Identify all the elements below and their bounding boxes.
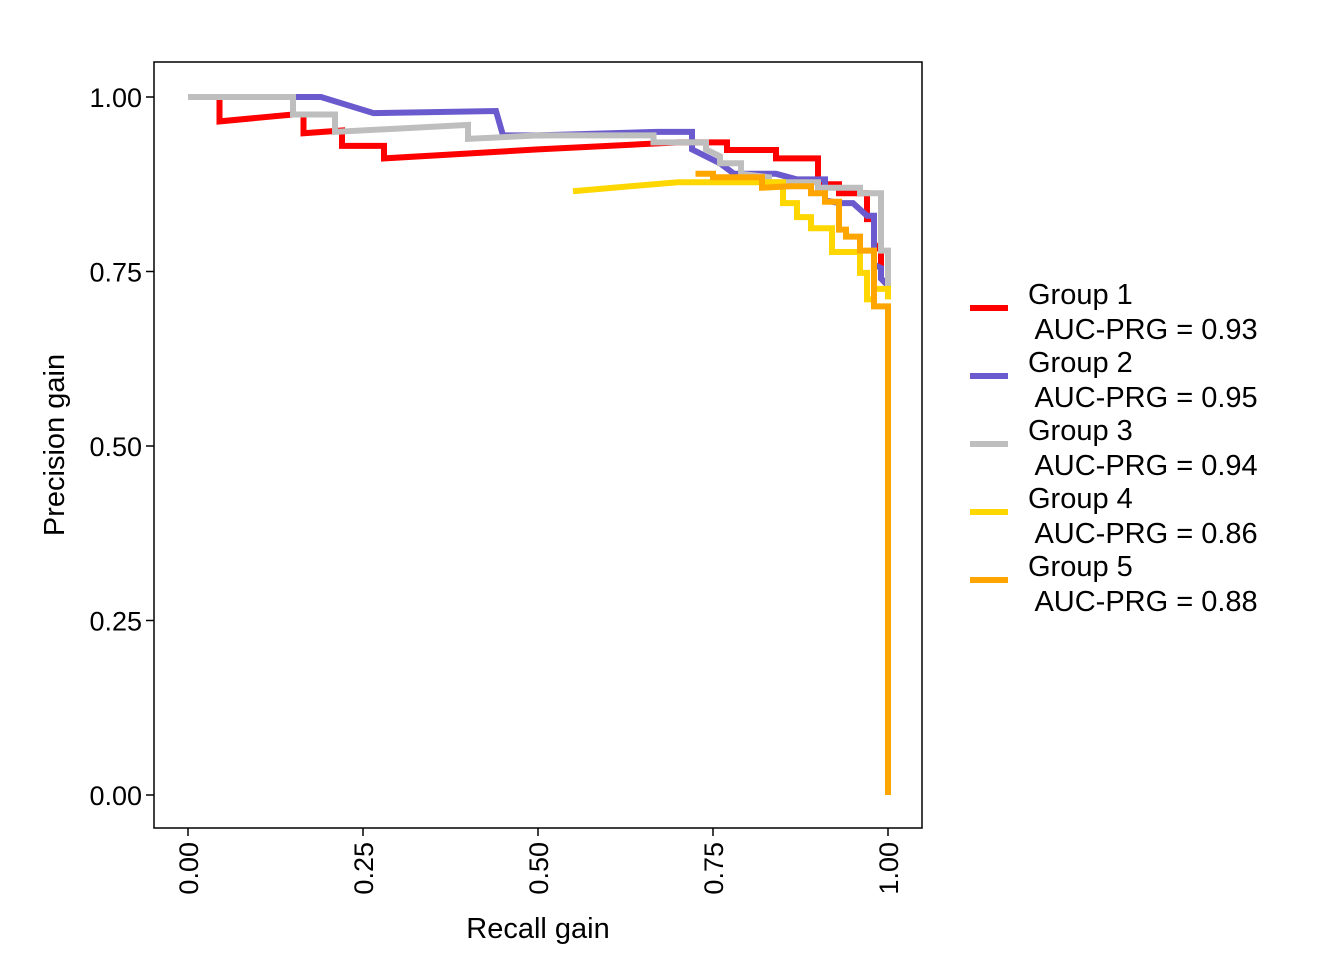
x-axis-title: Recall gain	[466, 913, 609, 945]
legend-entry-group-1: Group 1 AUC-PRG = 0.93	[970, 279, 1258, 346]
legend-entry-group-5: Group 5 AUC-PRG = 0.88	[970, 551, 1258, 618]
legend-entry-group-4: Group 4 AUC-PRG = 0.86	[970, 483, 1258, 550]
legend-auc-label: AUC-PRG = 0.93	[1028, 314, 1258, 346]
y-tick-label: 0.25	[89, 607, 142, 637]
x-axis: 0.00 0.25 0.50 0.75 1.00	[174, 828, 904, 895]
series-line-group-5	[695, 170, 891, 795]
y-tick-label: 0.50	[89, 432, 142, 462]
legend-label: Group 4	[1028, 483, 1133, 515]
y-tick-label: 0.75	[89, 258, 142, 288]
x-tick-label: 0.75	[699, 842, 729, 895]
plot-panel	[153, 61, 923, 829]
legend-auc-label: AUC-PRG = 0.86	[1028, 518, 1258, 550]
y-axis-title: Precision gain	[39, 354, 71, 536]
y-tick-label: 0.00	[89, 781, 142, 811]
legend-auc-label: AUC-PRG = 0.94	[1028, 450, 1258, 482]
legend-label: Group 5	[1028, 551, 1133, 583]
legend-auc-label: AUC-PRG = 0.88	[1028, 586, 1258, 618]
series-layer	[188, 94, 891, 795]
x-tick-label: 0.00	[174, 842, 204, 895]
legend-entry-group-3: Group 3 AUC-PRG = 0.94	[970, 415, 1258, 482]
legend-label: Group 3	[1028, 415, 1133, 447]
x-tick-label: 0.25	[349, 842, 379, 895]
y-axis: 0.00 0.25 0.50 0.75 1.00	[89, 83, 154, 811]
legend-auc-label: AUC-PRG = 0.95	[1028, 382, 1258, 414]
y-tick-label: 1.00	[89, 83, 142, 113]
series-line-group-3	[188, 94, 891, 293]
legend-entry-group-2: Group 2 AUC-PRG = 0.95	[970, 347, 1258, 414]
legend-label: Group 2	[1028, 347, 1133, 379]
x-tick-label: 1.00	[874, 842, 904, 895]
legend-label: Group 1	[1028, 279, 1133, 311]
x-tick-label: 0.50	[524, 842, 554, 895]
series-line-group-2	[188, 94, 891, 288]
